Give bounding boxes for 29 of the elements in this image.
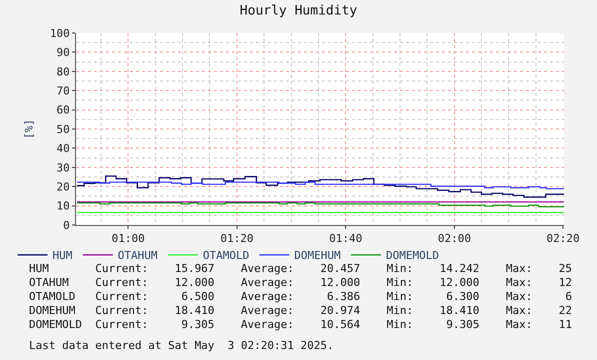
text: DOMEMOLD Current: 9.305 Average: 10.564 Min: 9.305 Max: 11 [29, 318, 572, 331]
y-tick-label: 0 [63, 218, 70, 232]
legend-label: DOMEMOLD [386, 249, 439, 262]
text: Last data entered at Sat May 3 02:20:31 2025. [29, 339, 334, 352]
y-tick-label: 80 [56, 65, 70, 78]
y-tick-label: 20 [56, 180, 70, 194]
y-axis-title: [%] [22, 119, 36, 139]
y-tick-label: 30 [56, 161, 70, 174]
text: HUM Current: 15.967 Average: 20.457 Min: 14.242 Max: 25 [29, 262, 572, 275]
y-tick-label: 70 [56, 84, 70, 98]
x-tick-label: 01:40 [329, 232, 362, 246]
x-tick-label: 02:00 [438, 232, 471, 246]
text: OTAMOLD Current: 6.500 Average: 6.386 Min: 6.300 Max: 6 [29, 290, 572, 303]
text: DOMEHUM Current: 18.410 Average: 20.974 Min: 18.410 Max: 22 [29, 304, 572, 317]
legend-label: DOMEHUM [294, 249, 342, 262]
x-tick-label: 01:00 [112, 232, 145, 246]
text: OTAHUM Current: 12.000 Average: 12.000 Min: 12.000 Max: 12 [29, 276, 572, 289]
y-tick-label: 50 [56, 122, 70, 136]
y-tick-label: 60 [56, 104, 70, 117]
x-tick-label: 01:20 [220, 232, 254, 246]
legend-label: OTAMOLD [202, 249, 250, 262]
y-tick-label: 10 [56, 200, 70, 213]
legend-label: OTAHUM [118, 249, 158, 262]
legend-label: HUM [52, 249, 73, 262]
y-tick-label: 90 [56, 46, 70, 60]
x-tick-label: 02:20 [546, 232, 580, 246]
y-tick-label: 40 [56, 142, 70, 156]
y-tick-label: 100 [50, 26, 70, 40]
chart-title: Hourly Humidity [240, 4, 358, 18]
